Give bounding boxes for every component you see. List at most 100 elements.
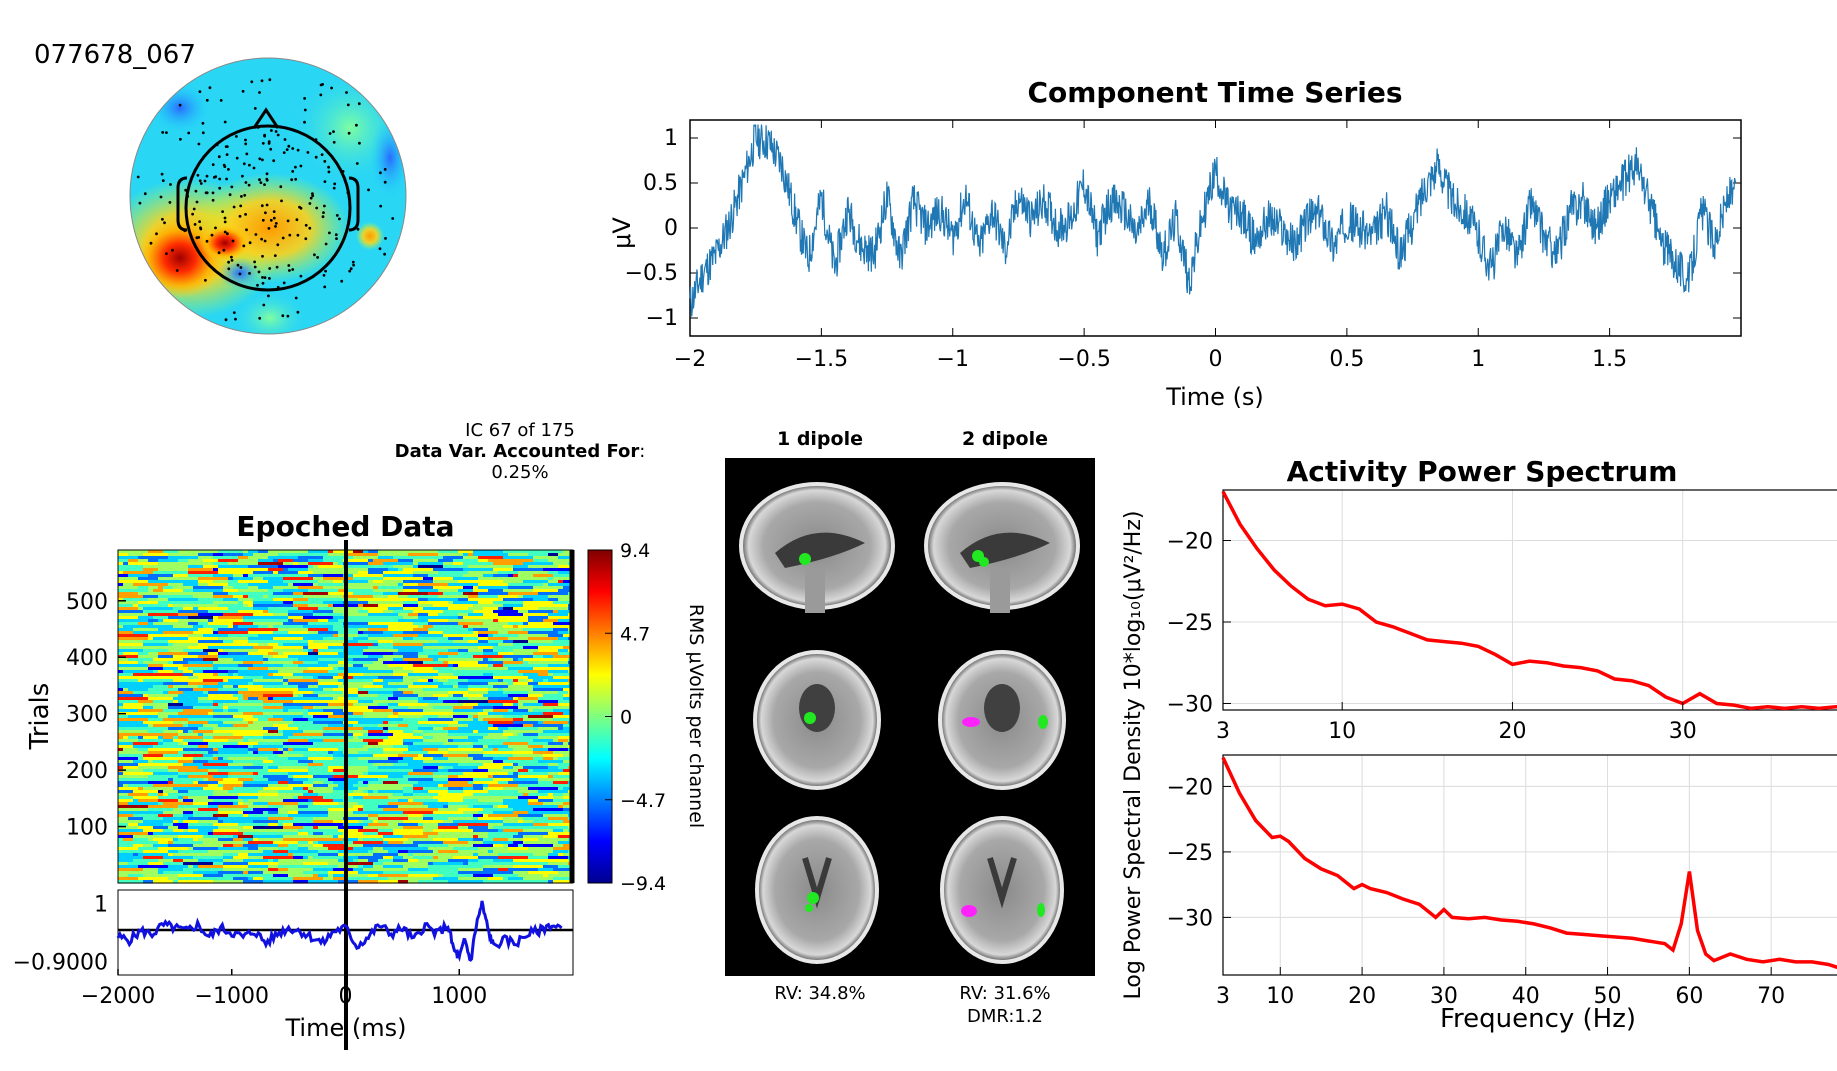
sensor-dot — [272, 159, 276, 163]
sensor-dot — [379, 171, 382, 175]
sensor-dot — [199, 227, 203, 231]
sensor-dot — [225, 153, 229, 156]
sensor-dot — [198, 90, 202, 93]
spectrum-xtick: 30 — [1430, 984, 1458, 1009]
sensor-dot — [235, 156, 239, 160]
sensor-dot — [327, 170, 331, 174]
sensor-dot — [222, 248, 226, 252]
sensor-dot — [265, 178, 269, 182]
timeseries-xlabel: Time (s) — [1165, 383, 1264, 411]
dipole-marker-b — [962, 717, 980, 727]
sensor-dot — [223, 230, 227, 234]
sensor-dot — [286, 314, 290, 318]
sensor-dot — [217, 251, 221, 255]
var-colon: : — [639, 441, 646, 462]
sensor-dot — [223, 220, 227, 224]
sensor-dot — [367, 188, 370, 192]
dipole-marker — [1037, 903, 1045, 917]
spectrum-xtick: 20 — [1348, 984, 1376, 1009]
sensor-dot — [217, 155, 221, 159]
colorbar-tick: −9.4 — [620, 873, 666, 895]
epoched-ytick: 500 — [66, 590, 108, 615]
sensor-dot — [309, 196, 313, 200]
sensor-dot — [357, 102, 361, 106]
sensor-dot — [240, 195, 243, 198]
spectrum-xtick: 50 — [1594, 984, 1622, 1009]
erp-line — [116, 900, 563, 963]
ic-label: IC 67 of 175 Data Var. Accounted For: 0.… — [300, 420, 740, 483]
scalp-topography — [129, 57, 407, 335]
sensor-dot — [248, 163, 251, 167]
sensor-dot — [383, 252, 386, 256]
sensor-dot — [204, 278, 207, 282]
sensor-dot — [243, 193, 247, 197]
sensor-dot — [224, 145, 228, 148]
sensor-dot — [159, 195, 163, 199]
dipole-brain-images — [725, 458, 1095, 976]
spectrum-xtick: 10 — [1266, 984, 1294, 1009]
sensor-dot — [268, 267, 272, 270]
dipole-marker-b — [961, 905, 977, 917]
sensor-dot — [232, 311, 236, 314]
sensor-dot — [332, 130, 335, 133]
sensor-dot — [303, 120, 306, 124]
sensor-dot — [321, 215, 325, 219]
sensor-dot — [238, 214, 242, 218]
dipole-col2-title: 2 dipole — [961, 428, 1048, 450]
sensor-dot — [256, 283, 259, 287]
sensor-dot — [241, 89, 245, 93]
sensor-dot — [195, 200, 199, 204]
sensor-dot — [340, 279, 344, 283]
sensor-dot — [254, 233, 258, 236]
sensor-dot — [244, 142, 248, 146]
sensor-dot — [253, 260, 256, 264]
sensor-dot — [324, 269, 327, 273]
sensor-dot — [197, 142, 201, 146]
sensor-dot — [378, 247, 382, 251]
sensor-dot — [160, 172, 164, 176]
timeseries-ytick: 1 — [664, 126, 678, 151]
sensor-dot — [227, 260, 230, 264]
sensor-dot — [236, 263, 240, 267]
sensor-dot — [245, 228, 248, 232]
component-time-series-chart: −2 −1.5 −1 −0.5 0 0.5 1 1.5 −1 −0.5 0 0.5 1 μV Time … — [608, 119, 1742, 411]
sensor-dot — [315, 206, 319, 210]
sensor-dot — [227, 168, 230, 171]
sensor-dot — [328, 132, 332, 135]
sensor-dots — [136, 78, 395, 322]
sensor-dot — [391, 217, 395, 220]
sensor-dot — [291, 170, 295, 173]
sensor-dot — [274, 225, 277, 228]
sensor-dot — [272, 210, 276, 214]
sensor-dot — [262, 303, 266, 307]
timeseries-xtick: 1 — [1471, 347, 1485, 372]
sensor-dot — [242, 244, 246, 248]
dipole-marker — [799, 553, 811, 565]
sensor-dot — [345, 91, 348, 94]
spectrum-top-line — [1221, 490, 1837, 711]
sensor-dot — [223, 120, 227, 124]
sensor-dot — [171, 248, 174, 252]
sensor-dot — [253, 265, 257, 269]
sensor-dot — [269, 218, 273, 222]
sensor-dot — [299, 206, 303, 210]
erp-xtick: 1000 — [431, 984, 487, 1009]
dipole-rv2: RV: 31.6% — [959, 983, 1051, 1004]
spectrum-ytick: −30 — [1167, 906, 1213, 931]
sensor-dot — [319, 93, 323, 97]
sensor-dot — [179, 137, 182, 141]
colorbar-tick: 0 — [620, 707, 632, 729]
sensor-dot — [205, 98, 209, 102]
sensor-dot — [348, 269, 352, 273]
sensor-dot — [241, 174, 244, 178]
erp-xlabel: Time (ms) — [285, 1014, 407, 1042]
sensor-dot — [355, 162, 359, 165]
spectrum-ytick: −20 — [1167, 530, 1213, 555]
sensor-dot — [379, 204, 383, 208]
erp-xtick: −1000 — [195, 984, 269, 1009]
sensor-dot — [244, 181, 248, 184]
erp-ytick: −0.9000 — [13, 950, 108, 975]
var-accounted: Data Var. Accounted For: — [300, 441, 740, 462]
sensor-dot — [214, 226, 217, 230]
spectrum-ytick: −25 — [1167, 841, 1213, 866]
